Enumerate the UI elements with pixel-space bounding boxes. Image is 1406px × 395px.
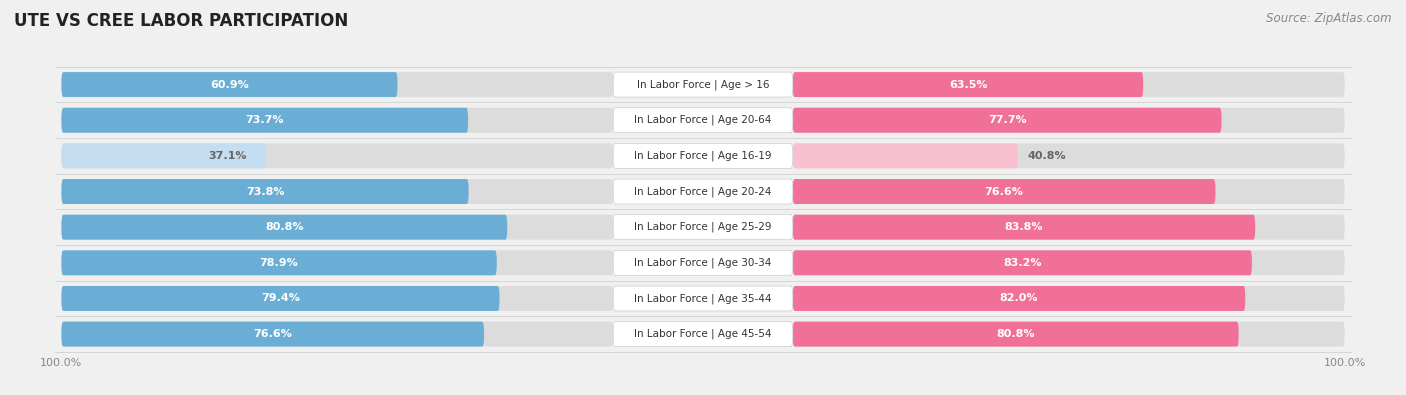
Text: 80.8%: 80.8% bbox=[266, 222, 304, 232]
FancyBboxPatch shape bbox=[62, 322, 613, 346]
FancyBboxPatch shape bbox=[613, 179, 793, 204]
FancyBboxPatch shape bbox=[62, 143, 613, 168]
Text: In Labor Force | Age 35-44: In Labor Force | Age 35-44 bbox=[634, 293, 772, 304]
FancyBboxPatch shape bbox=[793, 72, 1143, 97]
Text: 60.9%: 60.9% bbox=[209, 79, 249, 90]
Text: In Labor Force | Age 25-29: In Labor Force | Age 25-29 bbox=[634, 222, 772, 232]
FancyBboxPatch shape bbox=[793, 72, 1344, 97]
FancyBboxPatch shape bbox=[613, 143, 793, 168]
Text: 82.0%: 82.0% bbox=[1000, 293, 1038, 303]
Text: 76.6%: 76.6% bbox=[253, 329, 292, 339]
FancyBboxPatch shape bbox=[62, 179, 613, 204]
FancyBboxPatch shape bbox=[62, 72, 613, 97]
Text: In Labor Force | Age 30-34: In Labor Force | Age 30-34 bbox=[634, 258, 772, 268]
FancyBboxPatch shape bbox=[62, 250, 613, 275]
Text: 73.7%: 73.7% bbox=[246, 115, 284, 125]
FancyBboxPatch shape bbox=[793, 108, 1344, 133]
Text: 78.9%: 78.9% bbox=[260, 258, 298, 268]
FancyBboxPatch shape bbox=[613, 286, 793, 311]
Text: In Labor Force | Age 45-54: In Labor Force | Age 45-54 bbox=[634, 329, 772, 339]
FancyBboxPatch shape bbox=[793, 215, 1344, 240]
Text: In Labor Force | Age > 16: In Labor Force | Age > 16 bbox=[637, 79, 769, 90]
FancyBboxPatch shape bbox=[62, 322, 484, 346]
FancyBboxPatch shape bbox=[62, 286, 613, 311]
FancyBboxPatch shape bbox=[793, 286, 1344, 311]
Text: 76.6%: 76.6% bbox=[984, 186, 1024, 197]
FancyBboxPatch shape bbox=[613, 322, 793, 346]
Text: 77.7%: 77.7% bbox=[988, 115, 1026, 125]
FancyBboxPatch shape bbox=[793, 143, 1018, 168]
FancyBboxPatch shape bbox=[62, 143, 266, 168]
FancyBboxPatch shape bbox=[62, 108, 613, 133]
Text: Source: ZipAtlas.com: Source: ZipAtlas.com bbox=[1267, 12, 1392, 25]
FancyBboxPatch shape bbox=[793, 250, 1251, 275]
FancyBboxPatch shape bbox=[62, 108, 468, 133]
FancyBboxPatch shape bbox=[793, 250, 1344, 275]
Text: In Labor Force | Age 20-24: In Labor Force | Age 20-24 bbox=[634, 186, 772, 197]
FancyBboxPatch shape bbox=[793, 179, 1215, 204]
Text: 83.8%: 83.8% bbox=[1005, 222, 1043, 232]
Text: 73.8%: 73.8% bbox=[246, 186, 284, 197]
Text: 37.1%: 37.1% bbox=[208, 151, 247, 161]
Text: In Labor Force | Age 16-19: In Labor Force | Age 16-19 bbox=[634, 150, 772, 161]
Text: 63.5%: 63.5% bbox=[949, 79, 987, 90]
FancyBboxPatch shape bbox=[613, 215, 793, 240]
FancyBboxPatch shape bbox=[62, 286, 499, 311]
FancyBboxPatch shape bbox=[793, 322, 1344, 346]
FancyBboxPatch shape bbox=[793, 286, 1246, 311]
Text: 40.8%: 40.8% bbox=[1028, 151, 1066, 161]
FancyBboxPatch shape bbox=[793, 143, 1344, 168]
FancyBboxPatch shape bbox=[62, 179, 468, 204]
FancyBboxPatch shape bbox=[793, 108, 1222, 133]
FancyBboxPatch shape bbox=[62, 215, 613, 240]
FancyBboxPatch shape bbox=[793, 179, 1344, 204]
Text: UTE VS CREE LABOR PARTICIPATION: UTE VS CREE LABOR PARTICIPATION bbox=[14, 12, 349, 30]
FancyBboxPatch shape bbox=[793, 322, 1239, 346]
FancyBboxPatch shape bbox=[62, 215, 508, 240]
Text: 80.8%: 80.8% bbox=[997, 329, 1035, 339]
Text: 83.2%: 83.2% bbox=[1002, 258, 1042, 268]
FancyBboxPatch shape bbox=[62, 250, 496, 275]
FancyBboxPatch shape bbox=[62, 72, 398, 97]
FancyBboxPatch shape bbox=[613, 72, 793, 97]
FancyBboxPatch shape bbox=[613, 250, 793, 275]
FancyBboxPatch shape bbox=[613, 108, 793, 133]
Text: In Labor Force | Age 20-64: In Labor Force | Age 20-64 bbox=[634, 115, 772, 126]
Text: 79.4%: 79.4% bbox=[262, 293, 299, 303]
FancyBboxPatch shape bbox=[793, 215, 1256, 240]
